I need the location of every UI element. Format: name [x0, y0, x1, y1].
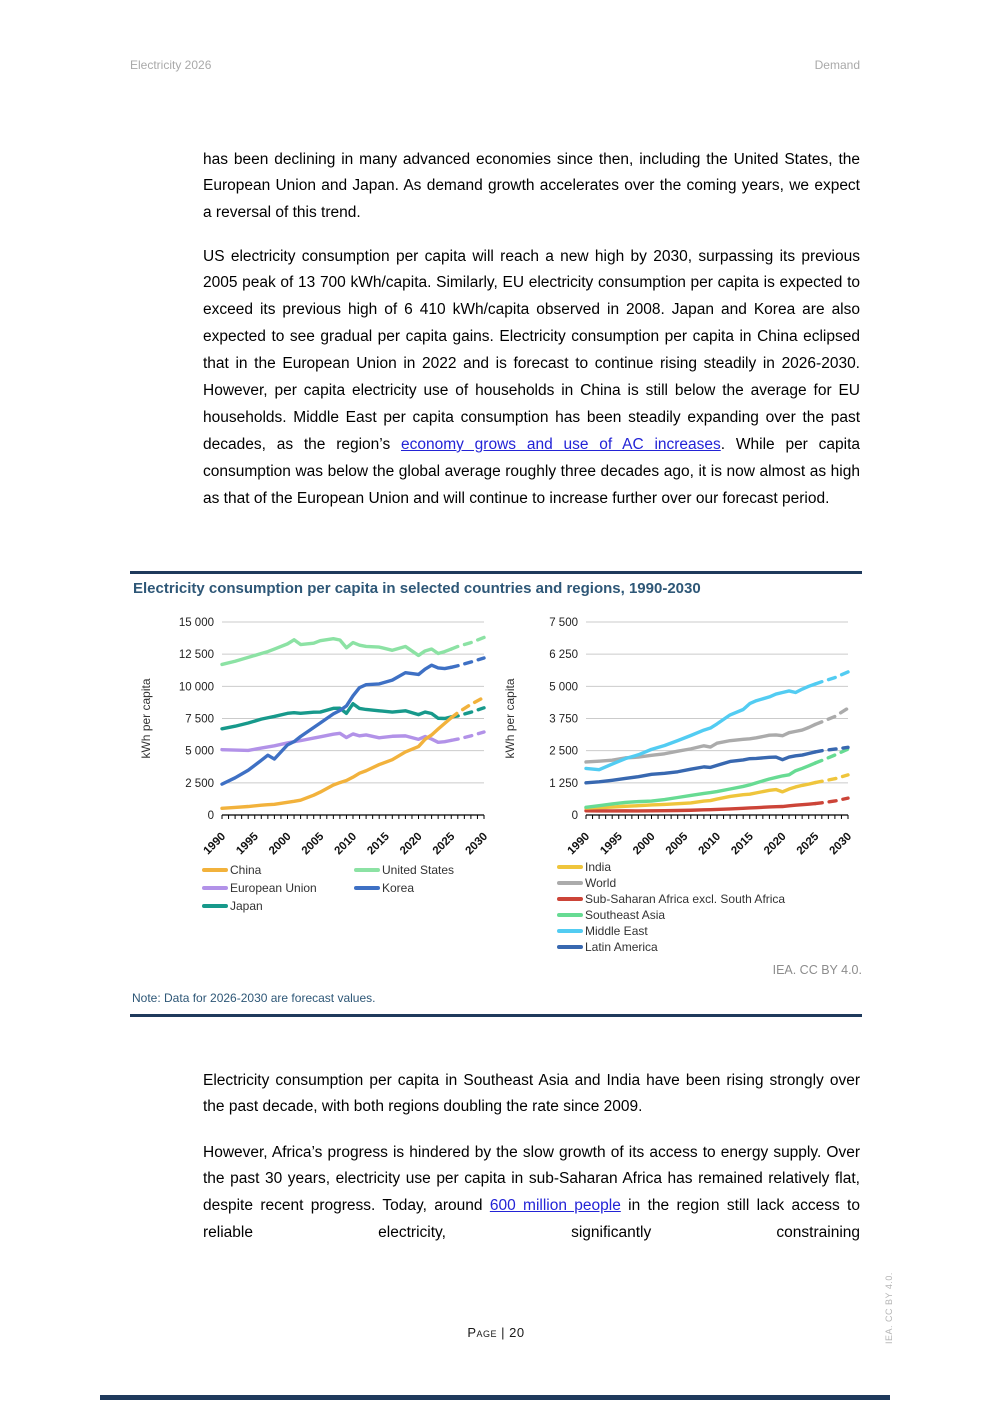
legend-swatch [557, 944, 583, 949]
left-line-chart: 0 2 500 5 000 7 500 10 000 12 500 15 000 kWh pe… [139, 617, 491, 858]
side-license-text: IEA. CC BY 4.0. [884, 1272, 894, 1344]
figure-note: Note: Data for 2026-2030 are forecast va… [132, 991, 376, 1005]
legend-swatch [557, 928, 583, 933]
legend-item: Southeast Asia [557, 907, 785, 922]
paragraph-2-text-before: US electricity consumption per capita wi… [203, 247, 860, 453]
svg-text:6 250: 6 250 [549, 649, 578, 661]
legend-label: Sub-Saharan Africa excl. South Africa [585, 891, 786, 906]
page-bottom-bar [100, 1395, 890, 1400]
svg-text:2 500: 2 500 [185, 778, 214, 790]
svg-text:kWh per capita: kWh per capita [139, 678, 153, 758]
svg-text:5 000: 5 000 [185, 746, 214, 758]
legend-item: India [557, 859, 785, 874]
svg-text:7 500: 7 500 [185, 714, 214, 726]
figure-top-rule [130, 571, 862, 574]
svg-text:15 000: 15 000 [179, 617, 214, 629]
legend-label: Latin America [585, 939, 658, 954]
header-section-title: Demand [814, 58, 860, 72]
legend-label: Middle East [585, 923, 648, 938]
legend-item: European Union [202, 880, 354, 895]
svg-text:2 500: 2 500 [549, 746, 578, 758]
svg-text:2005: 2005 [664, 830, 691, 857]
ac-increases-link[interactable]: economy grows and use of AC increases [401, 435, 721, 453]
svg-text:1990: 1990 [566, 831, 593, 858]
six-hundred-million-people-link[interactable]: 600 million people [489, 1197, 621, 1215]
legend-swatch [557, 864, 583, 869]
legend-label: China [230, 862, 262, 877]
legend-label: United States [382, 862, 455, 877]
legend-label: Korea [382, 880, 415, 895]
svg-text:2000: 2000 [631, 831, 658, 858]
legend-item: Sub-Saharan Africa excl. South Africa [557, 891, 785, 906]
paragraph-2-text-after: . While per capita consumption was below… [203, 435, 861, 507]
paragraph-4-text-after: in the region still lack access to relia… [203, 1197, 860, 1242]
legend-swatch [202, 903, 228, 908]
paragraph-4-text-before: However, Africa’s progress is hindered b… [203, 1143, 860, 1215]
svg-text:2010: 2010 [697, 831, 724, 858]
figure-title: Electricity consumption per capita in se… [133, 580, 701, 597]
svg-text:5 000: 5 000 [549, 681, 578, 693]
svg-text:1990: 1990 [202, 831, 229, 858]
right-line-chart: 0 1 250 2 500 3 750 5 000 6 250 7 500 kWh per c… [503, 617, 855, 858]
legend-swatch [354, 885, 380, 890]
paragraph-2: US electricity consumption per capita wi… [203, 244, 860, 513]
svg-text:kWh per capita: kWh per capita [503, 678, 517, 758]
svg-text:2030: 2030 [828, 831, 855, 858]
paragraph-3: Electricity consumption per capita in So… [203, 1071, 860, 1116]
legend-label: European Union [230, 880, 317, 895]
svg-text:2020: 2020 [762, 831, 789, 858]
svg-text:12 500: 12 500 [179, 649, 214, 661]
svg-text:1995: 1995 [234, 830, 261, 857]
legend-label: World [585, 875, 617, 890]
legend-swatch [557, 896, 583, 901]
legend-item: Latin America [557, 939, 785, 954]
svg-text:1995: 1995 [598, 830, 625, 857]
svg-text:2025: 2025 [431, 830, 458, 857]
svg-text:7 500: 7 500 [549, 617, 578, 629]
svg-text:2020: 2020 [398, 831, 425, 858]
svg-text:1 250: 1 250 [549, 778, 578, 790]
figure-bottom-rule [130, 1014, 862, 1017]
svg-text:0: 0 [572, 810, 578, 822]
svg-text:2015: 2015 [365, 830, 392, 857]
svg-text:2030: 2030 [464, 831, 491, 858]
paragraph-1: has been declining in many advanced econ… [203, 150, 860, 222]
left-chart-legend: China United States European Union Korea Jap… [202, 862, 524, 913]
header-document-title: Electricity 2026 [130, 58, 212, 72]
legend-item: Middle East [557, 923, 785, 938]
svg-text:2000: 2000 [267, 831, 294, 858]
legend-swatch [557, 880, 583, 885]
paragraph-4: However, Africa’s progress is hindered b… [203, 1140, 860, 1248]
legend-item: Korea [354, 880, 524, 895]
legend-label: Japan [230, 898, 263, 913]
legend-swatch [202, 867, 228, 872]
legend-swatch [354, 867, 380, 872]
right-chart-legend: India World Sub-Saharan Africa excl. South… [557, 859, 785, 954]
svg-text:3 750: 3 750 [549, 714, 578, 726]
svg-text:2010: 2010 [333, 831, 360, 858]
legend-item: China [202, 862, 354, 877]
legend-label: Southeast Asia [585, 907, 666, 922]
legend-swatch [202, 885, 228, 890]
legend-item: Japan [202, 898, 354, 913]
legend-item: World [557, 875, 785, 890]
svg-text:2025: 2025 [795, 830, 822, 857]
legend-item: United States [354, 862, 524, 877]
svg-text:0: 0 [208, 810, 214, 822]
svg-text:2015: 2015 [729, 830, 756, 857]
legend-swatch [557, 912, 583, 917]
figure-attribution: IEA. CC BY 4.0. [772, 963, 862, 977]
legend-label: India [585, 859, 612, 874]
page-number: Page | 20 [467, 1325, 525, 1340]
svg-text:2005: 2005 [300, 830, 327, 857]
svg-text:10 000: 10 000 [179, 681, 214, 693]
